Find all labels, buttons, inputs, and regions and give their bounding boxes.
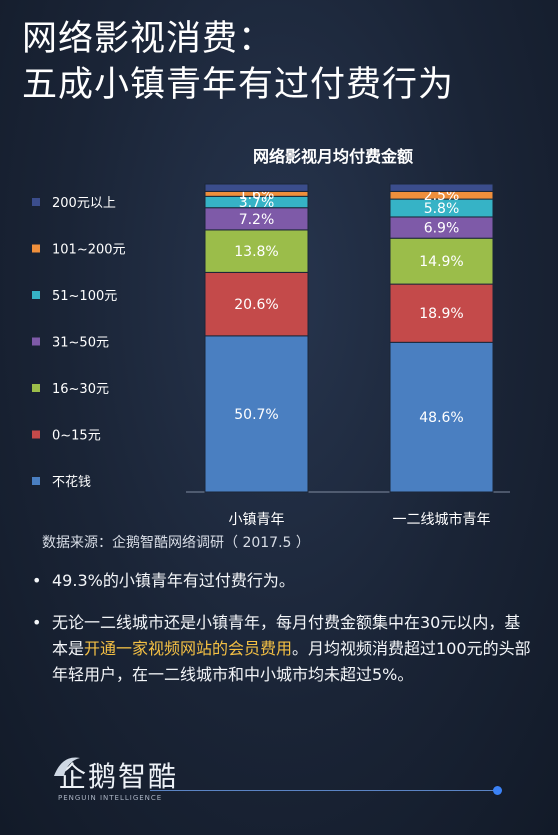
category-label: 小镇青年 (229, 512, 285, 528)
logo-subtitle: PENGUIN INTELLIGENCE (58, 794, 163, 802)
data-label: 18.9% (419, 306, 463, 322)
bullet-dot: • (32, 571, 42, 590)
legend-swatch (32, 291, 40, 299)
legend-swatch (32, 430, 40, 439)
data-label: 7.2% (239, 212, 275, 228)
legend-label: 31~50元 (52, 336, 109, 351)
bullet-1-text: 49.3%的小镇青年有过付费行为。 (52, 571, 295, 590)
legend-label: 51~100元 (52, 289, 117, 304)
title-line-2: 五成小镇青年有过付费行为 (22, 65, 455, 105)
bar-segment (204, 271, 309, 337)
logo-text: 企鹅智酷 (58, 760, 179, 793)
bullet-list: • 49.3%的小镇青年有过付费行为。 • 无论一二线城市还是小镇青年，每月付费… (32, 568, 532, 688)
data-label: 6.9% (424, 221, 460, 237)
chart-title: 网络影视月均付费金额 (253, 147, 413, 166)
stacked-bar-chart: 网络影视月均付费金额50.7%20.6%13.8%7.2%3.7%1.6%小镇青… (32, 147, 510, 528)
brand-logo: 企鹅智酷 PENGUIN INTELLIGENCE (54, 757, 188, 802)
data-label: 20.6% (234, 297, 278, 313)
bar-segment (389, 183, 494, 192)
bar-segment (389, 237, 494, 285)
legend-label: 16~30元 (52, 382, 109, 397)
legend-swatch (32, 384, 40, 392)
bullet-2-text-pre: 无论一二线城市还是小镇青年，每月付费金额集中在30元以内，基本是 (52, 613, 521, 658)
legend-swatch (32, 337, 40, 346)
legend-label: 0~15元 (52, 429, 101, 444)
legend-swatch (32, 477, 40, 485)
legend-swatch (32, 244, 40, 253)
legend-label: 200元以上 (52, 196, 116, 211)
bullet-1: • 49.3%的小镇青年有过付费行为。 (32, 568, 532, 594)
data-label: 50.7% (234, 407, 278, 423)
bullet-2: • 无论一二线城市还是小镇青年，每月付费金额集中在30元以内，基本是开通一家视频… (32, 610, 532, 688)
category-label: 一二线城市青年 (393, 511, 491, 528)
legend-label: 不花钱 (52, 474, 91, 490)
penguin-bird-icon (54, 757, 80, 776)
title-line-1: 网络影视消费： (22, 19, 275, 59)
data-label: 3.7% (239, 195, 275, 211)
footer-rule (150, 790, 495, 791)
bullet-dot: • (32, 613, 42, 632)
bullet-2-text-post: 。月均视频消费超过100元的头部年轻用户，在一二线城市和中小城市均未超过5%。 (52, 639, 531, 684)
bar-segment (389, 341, 494, 493)
data-label: 5.8% (424, 201, 460, 217)
data-source: 数据来源：企鹅智酷网络调研（ 2017.5 ） (42, 535, 310, 551)
data-label: 13.8% (234, 244, 278, 260)
bar-segment (204, 335, 309, 493)
bar-segment (204, 183, 309, 192)
data-label: 2.5% (424, 188, 460, 204)
legend-label: 101~200元 (52, 243, 126, 258)
bar-segment (204, 229, 309, 273)
legend-swatch (32, 198, 40, 206)
data-label: 14.9% (419, 254, 463, 270)
page-title: 网络影视消费： 五成小镇青年有过付费行为 (22, 16, 542, 108)
data-label: 48.6% (419, 410, 463, 426)
bullet-2-highlight: 开通一家视频网站的会员费用 (84, 639, 293, 658)
footer-rule-dot (493, 786, 502, 795)
